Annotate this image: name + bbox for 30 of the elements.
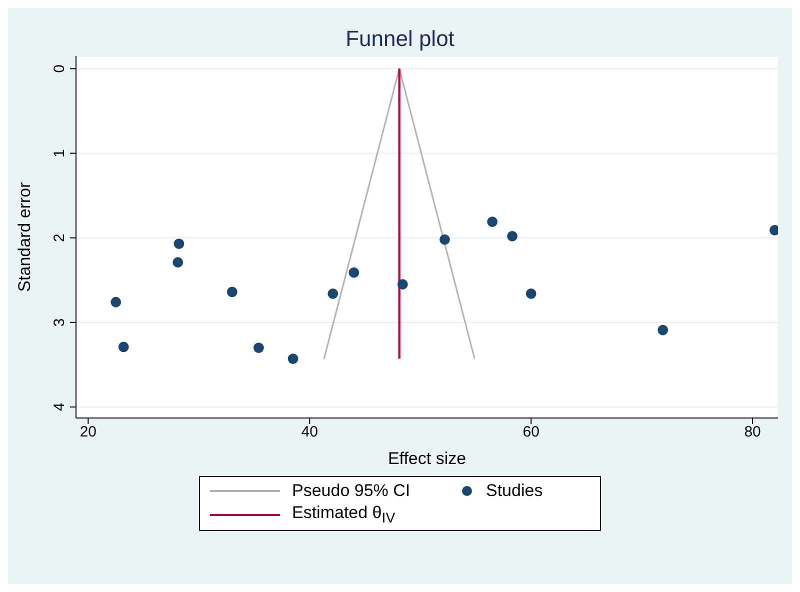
- y-tick-label: 4: [51, 402, 68, 412]
- y-axis-title: Standard error: [15, 182, 34, 292]
- point: [348, 267, 360, 278]
- chart-title: Funnel plot: [344, 25, 456, 53]
- point: [226, 286, 238, 298]
- x-axis-title: Effect size: [388, 449, 466, 468]
- point: [172, 257, 184, 268]
- legend-label: Estimated θ$_{IV}$: [292, 503, 396, 526]
- point: [440, 234, 450, 245]
- point: [110, 296, 122, 308]
- point: [118, 342, 129, 352]
- legend-label: Pseudo 95% CI: [292, 481, 410, 501]
- y-tick-label: 2: [51, 234, 68, 242]
- x-tick-label: 40: [301, 424, 318, 441]
- point: [397, 279, 408, 290]
- y-tick-label: 3: [51, 318, 68, 327]
- point: [658, 324, 668, 336]
- x-tick-label: 80: [744, 424, 761, 441]
- y-tick-label: 1: [51, 149, 68, 158]
- x-tick-label: 60: [522, 424, 540, 441]
- point: [253, 342, 264, 353]
- point: [288, 354, 298, 364]
- point: [487, 216, 498, 227]
- point: [526, 288, 536, 299]
- point: [174, 238, 184, 249]
- x-tick-label: 20: [80, 424, 97, 441]
- legend-label: Studies: [486, 481, 543, 501]
- point: [328, 288, 338, 299]
- point: [507, 230, 518, 242]
- y-tick-label: 0: [51, 64, 68, 73]
